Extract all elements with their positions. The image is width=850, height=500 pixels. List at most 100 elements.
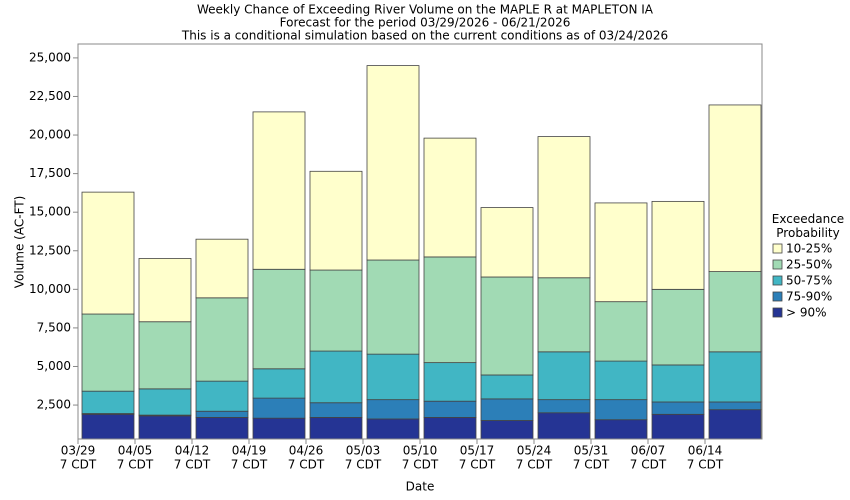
x-tick-label: 05/31 [574,444,609,458]
bar-segment [537,412,591,439]
legend-swatch [772,259,783,270]
x-tick-sublabel: 7 CDT [288,458,325,472]
y-tick-label: 10,000 [29,282,71,296]
bar-segment [480,420,534,439]
legend-swatch [772,243,783,254]
x-tick-sublabel: 7 CDT [174,458,211,472]
bar-segment [651,413,705,439]
bar-segment [138,258,192,323]
x-tick-sublabel: 7 CDT [516,458,553,472]
y-tick-label: 7,500 [37,320,71,334]
bar-segment [708,271,762,353]
legend-label: 25-50% [786,258,832,272]
legend-swatch [772,291,783,302]
bar-segment [366,418,420,439]
bar-segment [537,399,591,414]
bar-segment [594,301,648,362]
bar-segment [81,390,135,414]
x-tick-sublabel: 7 CDT [231,458,268,472]
bar-segment [252,417,306,439]
bar-segment [537,136,591,279]
bar-segment [366,399,420,420]
chart-note: This is a conditional simulation based o… [181,29,668,43]
bar-segment [651,401,705,415]
x-tick-label: 04/26 [289,444,324,458]
x-tick-sublabel: 7 CDT [687,458,724,472]
y-tick-label: 17,500 [29,166,71,180]
x-axis-label: Date [406,480,435,494]
bar-segment [252,397,306,419]
x-tick-sublabel: 7 CDT [345,458,382,472]
bar-segment [651,364,705,403]
x-tick-label: 05/10 [403,444,438,458]
y-tick-label: 2,500 [37,398,71,412]
x-tick-label: 04/05 [118,444,153,458]
bar-segment [81,413,135,439]
bar-segment [138,388,192,416]
x-tick-label: 04/19 [232,444,267,458]
plot-area [78,44,762,439]
x-tick-label: 06/14 [688,444,723,458]
legend-label: 75-90% [786,290,832,304]
bar-segment [594,399,648,421]
y-tick-label: 25,000 [29,50,71,64]
bar-segment [309,269,363,352]
bar-segment [138,321,192,390]
bar-segment [309,170,363,271]
bar-segment [708,104,762,272]
bar-segment [366,65,420,261]
legend-swatch [772,307,783,318]
bar-segment [423,256,477,364]
legend-label: > 90% [786,306,827,320]
bars [81,65,762,439]
bar-segment [81,191,135,315]
y-tick-label: 22,500 [29,89,71,103]
bar-segment [309,350,363,404]
x-tick-label: 03/29 [61,444,96,458]
bar-segment [423,400,477,418]
bar-segment [309,416,363,439]
bar-segment [195,297,249,382]
bar-segment [138,415,192,439]
x-tick-label: 06/07 [631,444,666,458]
legend-swatch [772,275,783,286]
bar-segment [81,313,135,392]
bar-segment [480,276,534,376]
x-tick-sublabel: 7 CDT [60,458,97,472]
bar-segment [708,351,762,403]
bar-segment [195,380,249,412]
bar-segment [537,351,591,401]
bar-segment [651,288,705,366]
chart-title: Weekly Chance of Exceeding River Volume … [197,3,654,17]
bar-segment [480,398,534,421]
x-tick-sublabel: 7 CDT [402,458,439,472]
x-tick-label: 05/03 [346,444,381,458]
y-tick-label: 20,000 [29,128,71,142]
bar-segment [423,362,477,402]
x-tick-label: 04/12 [175,444,210,458]
bar-segment [651,200,705,290]
bar-segment [195,410,249,418]
x-tick-sublabel: 7 CDT [573,458,610,472]
x-tick-label: 05/17 [460,444,495,458]
bar-segment [252,111,306,270]
bar-segment [366,353,420,401]
bar-segment [423,416,477,439]
bar-segment [708,401,762,411]
chart-subtitle: Forecast for the period 03/29/2026 - 06/… [280,16,571,30]
y-tick-label: 12,500 [29,243,71,257]
x-tick-label: 05/24 [517,444,552,458]
bar-segment [195,238,249,299]
legend-label: 50-75% [786,274,832,288]
bar-segment [195,416,249,439]
bar-segment [537,277,591,353]
bar-segment [423,137,477,258]
bar-segment [480,374,534,400]
y-tick-label: 5,000 [37,359,71,373]
bar-segment [252,368,306,399]
bar-segment [594,202,648,303]
bar-segment [708,409,762,439]
bar-segment [480,207,534,278]
